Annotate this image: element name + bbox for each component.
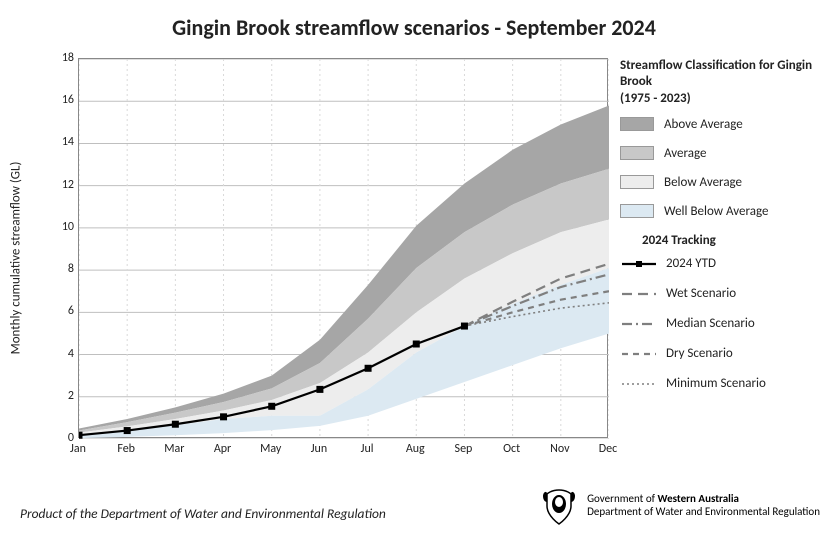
legend-classification-title: Streamflow Classification for Gingin Bro… (620, 58, 820, 107)
legend-series-label: 2024 YTD (666, 256, 716, 271)
legend-band-label: Above Average (664, 117, 743, 132)
y-tick-label: 16 (46, 93, 74, 107)
wa-crest-icon (537, 484, 581, 528)
legend-series-label: Median Scenario (666, 316, 755, 331)
legend-band-row: Well Below Average (620, 204, 820, 219)
legend-series-row: Wet Scenario (620, 286, 820, 302)
legend-series-label: Dry Scenario (666, 346, 733, 361)
x-tick-label: Feb (117, 442, 135, 456)
legend-band-label: Well Below Average (664, 204, 769, 219)
y-tick-label: 6 (46, 304, 74, 318)
legend-band-row: Below Average (620, 175, 820, 190)
legend-swatch (620, 146, 654, 160)
legend-series-row: Minimum Scenario (620, 376, 820, 392)
legend-series-row: Dry Scenario (620, 346, 820, 362)
legend-swatch (620, 117, 654, 131)
legend-swatch (620, 175, 654, 189)
legend-line-swatch (620, 346, 658, 362)
legend-tracking-title: 2024 Tracking (642, 233, 820, 248)
x-tick-label: Jan (70, 442, 86, 456)
legend-series-row: Median Scenario (620, 316, 820, 332)
plot-area (78, 58, 608, 438)
y-axis-label: Monthly cumulative streamflow (GL) (9, 162, 24, 355)
x-tick-label: Jul (361, 442, 374, 456)
legend-band-row: Average (620, 146, 820, 161)
x-tick-label: Jun (311, 442, 327, 456)
footer-note: Product of the Department of Water and E… (20, 505, 386, 522)
legend-line-swatch (620, 256, 658, 272)
legend-band-row: Above Average (620, 117, 820, 132)
y-tick-label: 2 (46, 389, 74, 403)
legend-series-label: Minimum Scenario (666, 376, 766, 391)
x-tick-label: May (260, 442, 281, 456)
legend-band-label: Below Average (664, 175, 742, 190)
x-tick-label: Dec (599, 442, 617, 456)
legend-series-label: Wet Scenario (666, 286, 736, 301)
legend-line-swatch (620, 316, 658, 332)
y-tick-label: 8 (46, 262, 74, 276)
legend-line-swatch (620, 376, 658, 392)
legend-band-label: Average (664, 146, 706, 161)
x-tick-label: Mar (164, 442, 184, 456)
x-tick-label: Aug (406, 442, 425, 456)
x-tick-label: Oct (503, 442, 520, 456)
y-tick-label: 12 (46, 178, 74, 192)
plot-svg (79, 59, 609, 439)
x-tick-label: Sep (455, 442, 473, 456)
legend: Streamflow Classification for Gingin Bro… (620, 58, 820, 406)
y-tick-label: 10 (46, 220, 74, 234)
government-attribution: Government of Western Australia Departme… (537, 484, 820, 528)
chart-area: Monthly cumulative streamflow (GL) 02468… (30, 58, 620, 458)
y-tick-label: 4 (46, 347, 74, 361)
y-tick-label: 14 (46, 135, 74, 149)
legend-series-row: 2024 YTD (620, 256, 820, 272)
x-tick-label: Apr (214, 442, 231, 456)
x-tick-label: Nov (550, 442, 569, 456)
legend-swatch (620, 204, 654, 218)
y-tick-label: 18 (46, 51, 74, 65)
chart-title: Gingin Brook streamflow scenarios - Sept… (0, 0, 828, 41)
legend-line-swatch (620, 286, 658, 302)
government-text: Government of Western Australia Departme… (587, 493, 820, 518)
